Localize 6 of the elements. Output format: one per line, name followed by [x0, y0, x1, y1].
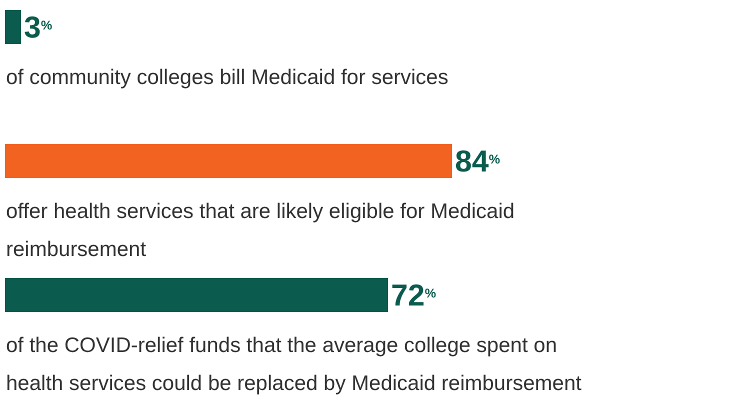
data-label: 3$^{%}$ — [24, 11, 52, 44]
data-label: 84$^{%}$ — [455, 145, 500, 178]
y-tick-label: of the COVID-relief funds that the average college spent on health services could be replaced by Medicaid reimbursement — [6, 334, 582, 395]
data-label: 72$^{%}$ — [391, 279, 436, 312]
y-tick-label: offer health services that are likely eligible for Medicaid reimbursement — [6, 200, 515, 261]
y-tick-label: of community colleges bill Medicaid for services — [6, 66, 448, 89]
